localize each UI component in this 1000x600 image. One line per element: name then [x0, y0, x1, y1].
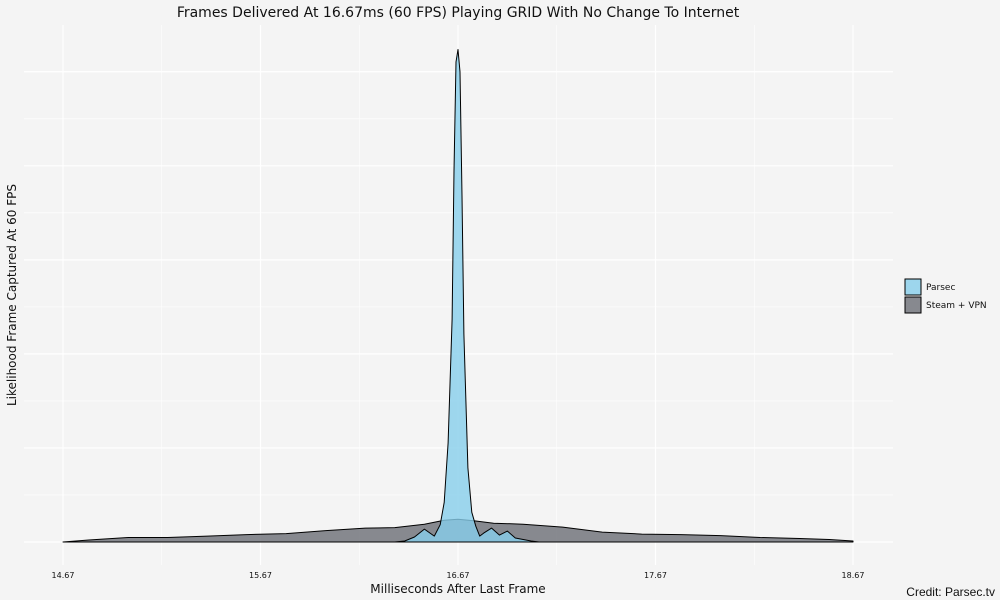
legend-label: Parsec: [926, 283, 955, 293]
credit-text: Credit: Parsec.tv: [906, 585, 995, 599]
series-layer: [62, 49, 854, 543]
y-axis-label: Likelihood Frame Captured At 60 FPS: [5, 184, 19, 406]
x-ticks: 14.67 15.67 16.67 17.67 18.67: [52, 571, 865, 580]
x-tick-label: 18.67: [842, 571, 865, 580]
legend: Parsec Steam + VPN: [904, 278, 987, 314]
legend-swatch: [904, 278, 922, 296]
x-tick-label: 17.67: [644, 571, 667, 580]
legend-label: Steam + VPN: [926, 301, 987, 311]
series-parsec-area: [394, 49, 540, 543]
chart-title: Frames Delivered At 16.67ms (60 FPS) Pla…: [177, 5, 740, 21]
x-axis-label: Milliseconds After Last Frame: [370, 582, 545, 596]
x-tick-label: 14.67: [52, 571, 75, 580]
x-tick-label: 16.67: [447, 571, 470, 580]
legend-swatch: [904, 296, 922, 314]
x-tick-label: 15.67: [249, 571, 272, 580]
